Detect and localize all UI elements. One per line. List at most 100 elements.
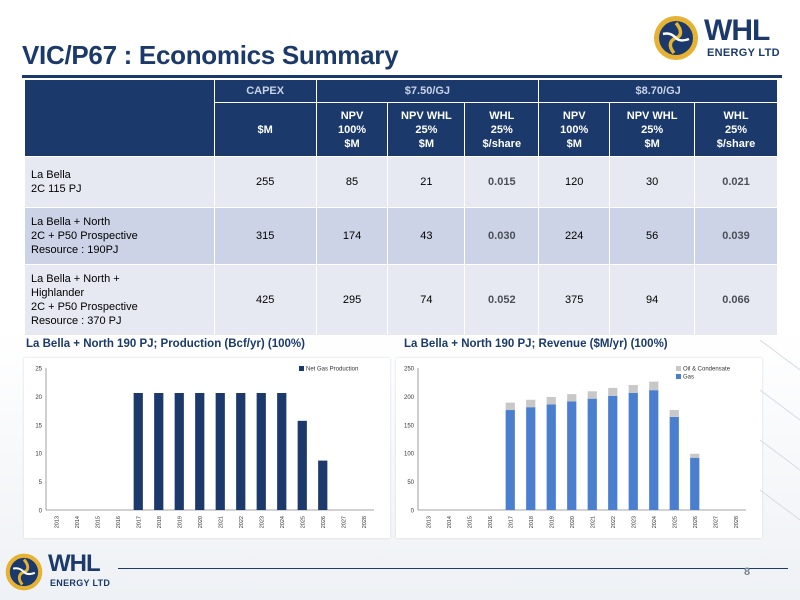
sub-header-2: NPV WHL 25% $M [387,102,466,157]
x-tick-label: 2025 [300,516,306,528]
x-tick-label: 2024 [652,516,658,528]
footer-logo: WHL ENERGY LTD [4,550,134,596]
table-cell: 56 [609,207,696,265]
sub-header-line: $/share [716,137,756,150]
table-cell: 375 [538,264,611,336]
sub-header-line: 25% [641,123,664,136]
table-cell: 0.052 [464,264,540,336]
production-chart: 0 5 10 15 20 25 2013 2014 2015 2016 2017 2018 2019 20… [24,358,390,538]
row-label-line: Highlander [31,287,85,299]
y-tick-label: 20 [35,395,42,401]
table-corner-cell [24,79,215,157]
sub-header-line: 25% [725,123,748,136]
x-tick-label: 2021 [218,516,224,528]
x-tick-label: 2023 [259,516,265,528]
row-label-line: Resource : 370 PJ [31,315,122,327]
sub-header-line: WHL [723,109,749,122]
bar [628,385,638,393]
x-tick-label: 2021 [590,516,596,528]
x-tick-label: 2019 [177,516,183,528]
row-label-line: La Bella + North + [31,273,120,285]
bar [608,387,618,396]
table-cell: 295 [315,264,389,336]
x-tick-label: 2028 [734,516,740,528]
table-cell: 0.021 [694,156,778,208]
y-tick-label: 250 [404,367,415,373]
page-title: VIC/P67 : Economics Summary [22,40,399,70]
x-tick-label: 2016 [488,516,494,528]
sub-header-6: WHL 25% $/share [694,102,778,157]
row-label: La Bella + North 2C + P50 Prospective Reso… [24,207,215,265]
revenue-chart-svg: 0 50 100 150 200 250 2013 2014 2015 2016 2017 2018 2… [404,366,746,528]
revenue-chart-title: La Bella + North 190 PJ; Revenue ($M/yr)… [404,338,668,350]
x-tick-label: 2027 [341,516,347,528]
table-cell: 0.015 [464,156,540,208]
y-tick-label: 10 [35,452,42,458]
x-tick-label: 2014 [75,516,81,528]
table-cell: 255 [213,156,317,208]
logo-name: WHL [704,14,770,47]
table-cell: 74 [387,264,466,336]
bar [587,391,597,399]
table-cell: 30 [609,156,696,208]
footer-logo-subtitle: ENERGY LTD [50,578,111,588]
x-tick-label: 2026 [693,516,699,528]
bar [587,398,597,510]
y-tick-label: 150 [404,423,415,429]
bar [628,392,638,510]
row-label-line: 2C + P50 Prospective [31,230,138,242]
row-label-line: La Bella + North [31,216,111,228]
sub-header-3: WHL 25% $/share [464,102,540,157]
group-header-capex: CAPEX [213,79,317,103]
title-divider [22,75,782,78]
table-cell: 425 [213,264,317,336]
x-tick-label: 2027 [713,516,719,528]
x-tick-label: 2016 [116,516,122,528]
sub-header-4: NPV 100% $M [538,102,611,157]
x-tick-label: 2019 [549,516,555,528]
y-tick-label: 0 [411,509,415,515]
legend-label: Net Gas Production [306,367,358,373]
row-label: La Bella 2C 115 PJ [24,156,215,208]
bar [608,395,618,510]
group-header-price-low: $7.50/GJ [315,79,540,103]
table-cell: 224 [538,207,611,265]
legend-swatch [676,366,681,371]
bar [526,407,536,510]
bar [318,460,328,510]
x-tick-label: 2018 [157,516,163,528]
x-tick-label: 2015 [467,516,473,528]
bar [649,390,659,510]
bar [546,396,556,405]
sub-header-line: NPV WHL [626,109,678,122]
bar [669,416,679,510]
y-tick-label: 100 [404,452,415,458]
revenue-chart: 0 50 100 150 200 250 2013 2014 2015 2016 2017 2018 2… [396,358,762,538]
y-tick-label: 50 [407,480,414,486]
table-row: La Bella + North 2C + P50 Prospective Reso… [24,207,778,265]
x-tick-label: 2028 [362,516,368,528]
y-tick-label: 0 [39,509,43,515]
y-tick-label: 5 [39,480,43,486]
x-tick-label: 2022 [611,516,617,528]
x-tick-label: 2026 [321,516,327,528]
group-header-price-high: $8.70/GJ [538,79,778,103]
table-cell: 43 [387,207,466,265]
bar [133,392,143,510]
bar [505,410,515,510]
row-label-line: 2C + P50 Prospective [31,301,138,313]
bar [277,392,287,510]
sub-header-line: WHL [489,109,515,122]
sub-header-line: NPV [340,109,364,122]
sub-header-line: $M [344,137,360,150]
x-tick-label: 2020 [570,516,576,528]
table-cell: 85 [315,156,389,208]
footer-logo-name: WHL [48,550,101,577]
table-cell: 21 [387,156,466,208]
x-tick-label: 2014 [447,516,453,528]
bar [669,410,679,417]
page-number: 8 [744,566,751,578]
x-tick-label: 2023 [631,516,637,528]
row-label: La Bella + North + Highlander 2C + P50 Pro… [24,264,215,336]
